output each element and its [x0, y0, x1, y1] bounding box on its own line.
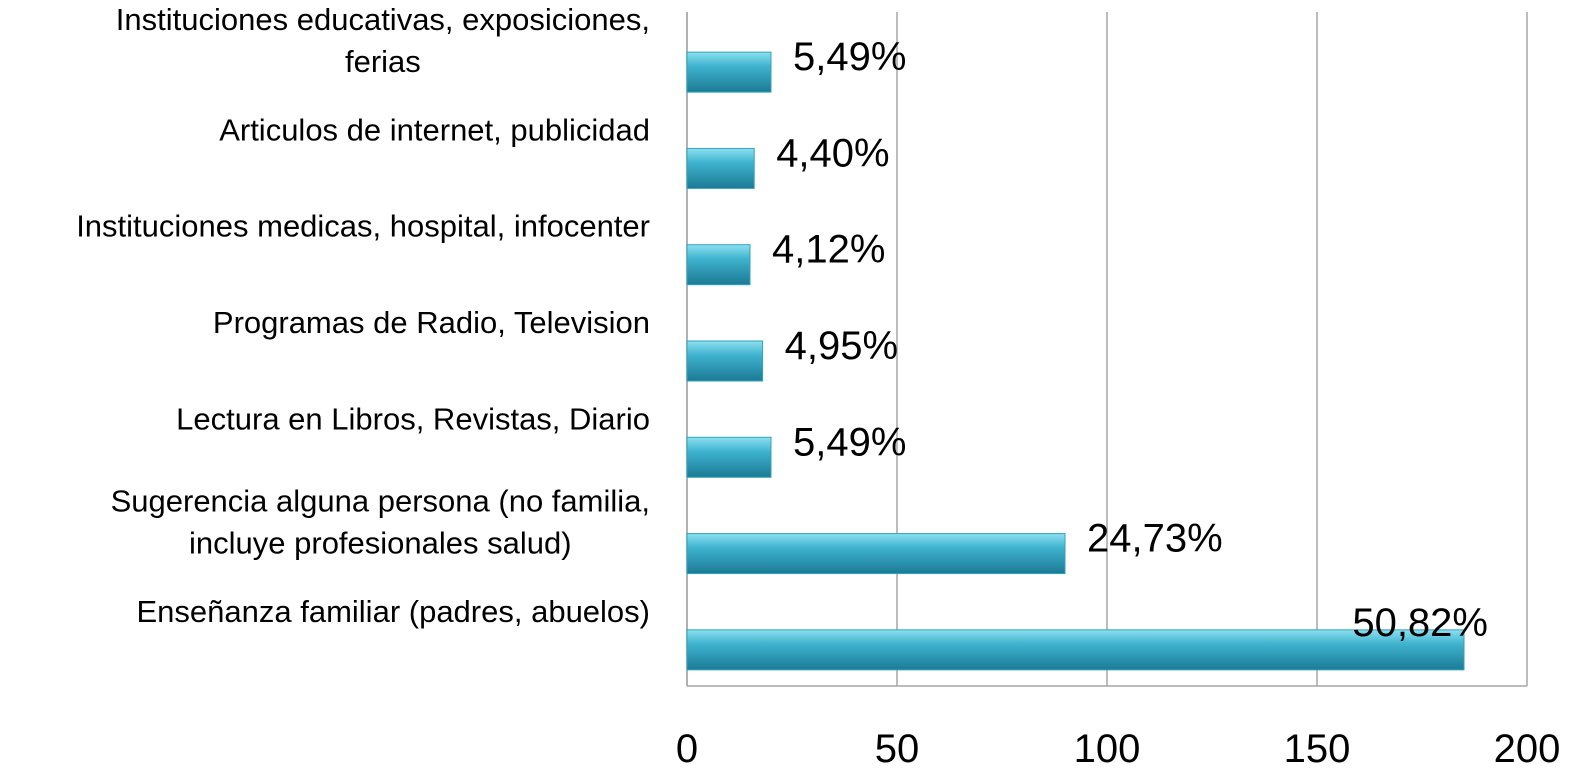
y-tick-label-line: Lectura en Libros, Revistas, Diario: [176, 401, 650, 436]
y-tick-label-line: Instituciones educativas, exposiciones,: [116, 2, 650, 37]
y-tick-label-line: Articulos de internet, publicidad: [219, 112, 650, 147]
data-label: 4,40%: [776, 131, 889, 175]
y-tick-label: Enseñanza familiar (padres, abuelos): [137, 594, 651, 629]
x-tick-label: 50: [875, 727, 920, 768]
y-tick-label-line: incluye profesionales salud): [189, 526, 572, 561]
y-tick-label: Programas de Radio, Television: [213, 305, 650, 340]
y-tick-label-line: Enseñanza familiar (padres, abuelos): [137, 594, 651, 629]
bar: [686, 51, 772, 93]
x-tick-label: 200: [1494, 727, 1561, 768]
y-tick-label-line: Programas de Radio, Television: [213, 305, 650, 340]
bar: [686, 340, 764, 382]
bar: [686, 533, 1066, 575]
y-tick-label: Instituciones educativas, exposiciones, f…: [116, 2, 650, 79]
bar: [686, 436, 772, 478]
data-label: 24,73%: [1087, 517, 1223, 561]
y-tick-label-line: Instituciones medicas, hospital, infocen…: [76, 209, 650, 244]
data-label: 4,95%: [785, 324, 898, 368]
bar: [686, 629, 1465, 671]
x-tick-label: 150: [1284, 727, 1351, 768]
data-label: 5,49%: [793, 420, 906, 464]
data-label: 5,49%: [793, 35, 906, 79]
y-tick-label: Articulos de internet, publicidad: [219, 112, 650, 147]
data-label: 4,12%: [772, 228, 885, 272]
y-tick-label: Lectura en Libros, Revistas, Diario: [176, 401, 650, 436]
x-tick-label: 100: [1074, 727, 1141, 768]
bar: [686, 147, 755, 189]
y-tick-label: Instituciones medicas, hospital, infocen…: [76, 209, 650, 244]
bar: [686, 244, 751, 286]
y-tick-label-line: ferias: [345, 44, 421, 79]
y-tick-label-line: Sugerencia alguna persona (no familia,: [111, 484, 650, 519]
y-tick-label: Sugerencia alguna persona (no familia, in…: [111, 484, 650, 561]
x-tick-label: 0: [676, 727, 698, 768]
data-label: 50,82%: [1352, 601, 1488, 645]
